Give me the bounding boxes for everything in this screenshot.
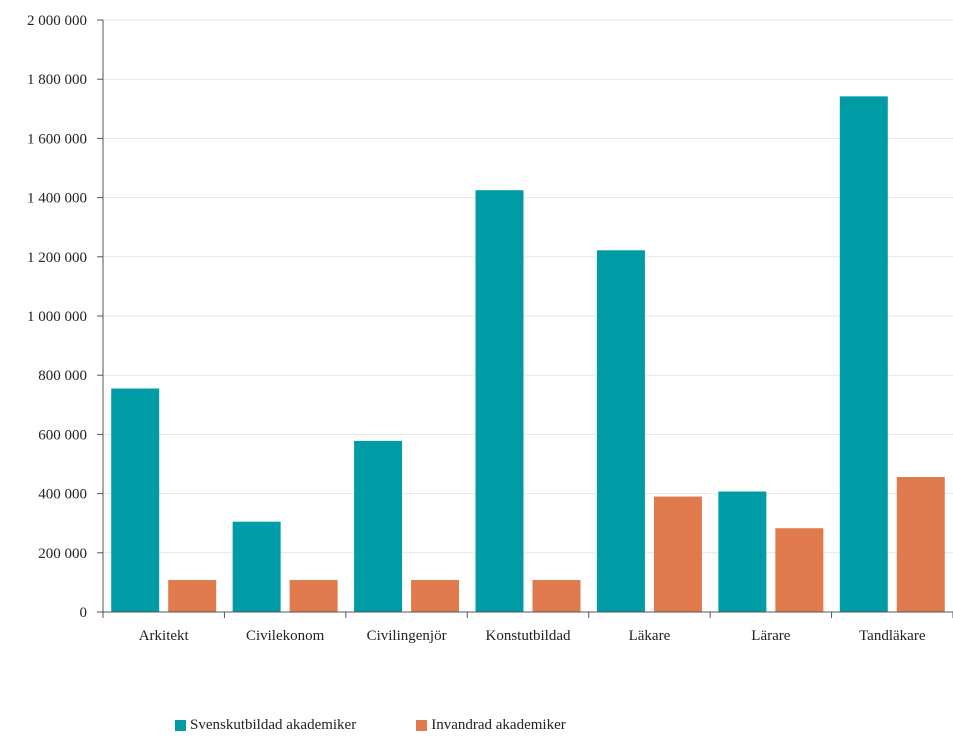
bars — [111, 96, 945, 613]
y-tick-label: 1 800 000 — [27, 72, 87, 88]
bar-invandrad — [653, 496, 702, 612]
bar-invandrad — [775, 528, 824, 612]
axes — [97, 19, 953, 618]
bar-svenskutbildad — [354, 440, 403, 612]
y-axis-tick-labels: 0 200 000 400 000 600 000 800 000 1 000 000 1 … — [27, 13, 87, 621]
y-tick-label: 1 400 000 — [27, 191, 87, 207]
bar-chart: 0 200 000 400 000 600 000 800 000 1 000 000 1 … — [27, 13, 953, 644]
bar-svenskutbildad — [596, 250, 645, 612]
y-tick-label: 1 600 000 — [27, 131, 87, 147]
bar-svenskutbildad — [475, 190, 524, 612]
bar-svenskutbildad — [839, 96, 888, 613]
legend-item-invandrad: Invandrad akademiker — [416, 717, 566, 734]
y-tick-label: 1 200 000 — [27, 250, 87, 266]
y-tick-label: 600 000 — [38, 427, 87, 443]
y-tick-label: 200 000 — [38, 546, 87, 562]
legend-swatch-invandrad — [416, 720, 428, 731]
legend-label-invandrad: Invandrad akademiker — [431, 717, 566, 733]
legend-label-svenskutbildad: Svenskutbildad akademiker — [190, 717, 357, 733]
bar-invandrad — [532, 580, 581, 612]
x-tick-label: Civilekonom — [246, 628, 325, 644]
gridlines — [103, 19, 953, 554]
x-tick-label: Konstutbildad — [486, 628, 571, 644]
y-tick-label: 1 000 000 — [27, 309, 87, 325]
bar-invandrad — [168, 580, 217, 612]
bar-invandrad — [896, 477, 945, 612]
y-tick-label: 0 — [80, 605, 88, 621]
x-axis-tick-labels: Arkitekt Civilekonom Civilingenjör Konstutb… — [139, 628, 926, 644]
x-tick-label: Läkare — [629, 628, 671, 644]
y-tick-label: 800 000 — [38, 368, 87, 384]
x-tick-label: Arkitekt — [139, 628, 190, 644]
legend-item-svenskutbildad: Svenskutbildad akademiker — [175, 717, 356, 734]
bar-invandrad — [289, 580, 338, 612]
x-tick-label: Lärare — [751, 628, 790, 644]
y-tick-label: 400 000 — [38, 487, 87, 503]
x-tick-label: Civilingenjör — [367, 628, 447, 644]
y-tick-label: 2 000 000 — [27, 13, 87, 29]
legend: Svenskutbildad akademiker Invandrad akad… — [175, 717, 566, 734]
legend-swatch-svenskutbildad — [175, 720, 186, 731]
bar-svenskutbildad — [111, 388, 160, 612]
bar-invandrad — [411, 580, 460, 612]
bar-svenskutbildad — [232, 521, 281, 612]
x-tick-label: Tandläkare — [859, 628, 926, 644]
bar-svenskutbildad — [718, 491, 767, 612]
